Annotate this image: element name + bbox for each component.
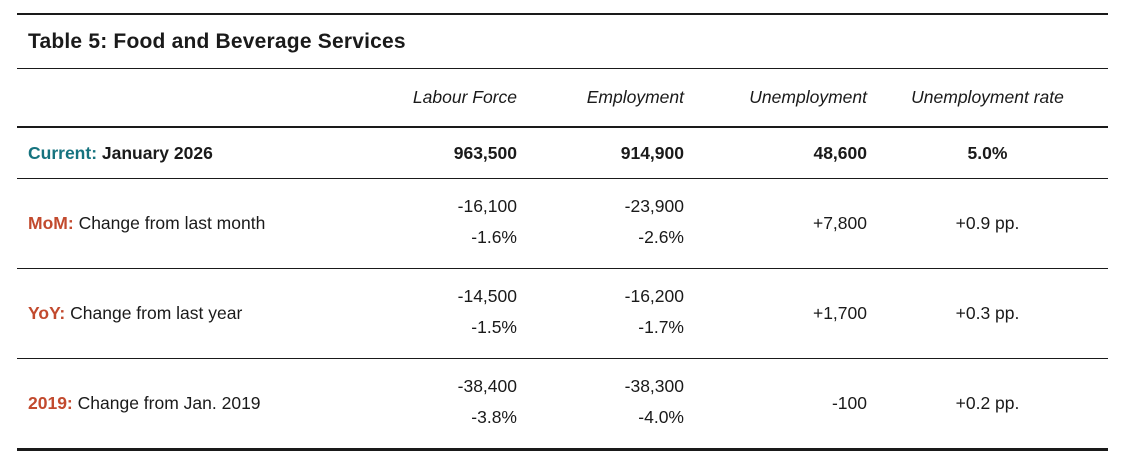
vs2019-labour-force-pct: -3.8%: [471, 407, 517, 427]
mom-unemployment-rate-value: +0.9 pp.: [955, 213, 1020, 233]
current-row: Current: January 2026 963,500 914,900 48…: [17, 127, 1108, 179]
report-page: Table 5: Food and Beverage Services Labo…: [17, 13, 1108, 451]
vs2019-employment-cell: -38,300 -4.0%: [517, 359, 684, 449]
vs2019-row: 2019: Change from Jan. 2019 -38,400 -3.8…: [17, 358, 1108, 449]
current-employment-value: 914,900: [620, 142, 684, 163]
current-unemployment-rate-value: 5.0%: [967, 142, 1008, 163]
mom-labour-force-pct: -1.6%: [471, 227, 517, 247]
table-title: Table 5: Food and Beverage Services: [17, 15, 1108, 69]
mom-unemployment-value: +7,800: [812, 213, 867, 233]
yoy-row: YoY: Change from last year -14,500 -1.5%…: [17, 268, 1108, 359]
mom-labour-force-abs: -16,100: [457, 196, 517, 216]
header-row: Labour Force Employment Unemployment Une…: [17, 69, 1108, 127]
mom-label: MoM: Change from last month: [17, 179, 347, 269]
yoy-unemployment-value: +1,700: [812, 303, 867, 323]
current-label: Current: January 2026: [17, 127, 347, 179]
yoy-description: Change from last year: [70, 303, 243, 323]
mom-prefix: MoM:: [28, 213, 74, 233]
food-beverage-table: Labour Force Employment Unemployment Une…: [17, 69, 1108, 448]
mom-employment-abs: -23,900: [624, 196, 684, 216]
current-unemployment-value: 48,600: [813, 142, 867, 163]
yoy-labour-force-abs: -14,500: [457, 286, 517, 306]
current-prefix: Current:: [28, 142, 98, 163]
yoy-labour-force-pct: -1.5%: [471, 317, 517, 337]
vs2019-unemployment-rate-value: +0.2 pp.: [955, 393, 1020, 413]
mom-description: Change from last month: [78, 213, 266, 233]
mom-labour-force-cell: -16,100 -1.6%: [347, 179, 517, 269]
mom-employment-pct: -2.6%: [638, 227, 684, 247]
mom-employment-cell: -23,900 -2.6%: [517, 179, 684, 269]
yoy-employment-abs: -16,200: [624, 286, 684, 306]
vs2019-employment-abs: -38,300: [624, 376, 684, 396]
vs2019-employment-pct: -4.0%: [638, 407, 684, 427]
current-labour-force-value: 963,500: [453, 142, 517, 163]
col-header-labour-force: Labour Force: [412, 87, 517, 107]
yoy-labour-force-cell: -14,500 -1.5%: [347, 269, 517, 359]
yoy-prefix: YoY:: [28, 303, 66, 323]
vs2019-label: 2019: Change from Jan. 2019: [17, 359, 347, 449]
stats-table: Table 5: Food and Beverage Services Labo…: [17, 13, 1108, 451]
vs2019-description: Change from Jan. 2019: [77, 393, 261, 413]
current-period: January 2026: [101, 142, 213, 163]
vs2019-unemployment-value: -100: [831, 393, 867, 413]
col-header-unemployment-rate: Unemployment rate: [911, 87, 1064, 107]
yoy-unemployment-rate-value: +0.3 pp.: [955, 303, 1020, 323]
vs2019-labour-force-cell: -38,400 -3.8%: [347, 359, 517, 449]
col-header-unemployment: Unemployment: [749, 87, 867, 107]
vs2019-prefix: 2019:: [28, 393, 73, 413]
mom-row: MoM: Change from last month -16,100 -1.6…: [17, 178, 1108, 269]
yoy-employment-cell: -16,200 -1.7%: [517, 269, 684, 359]
vs2019-labour-force-abs: -38,400: [457, 376, 517, 396]
col-header-employment: Employment: [586, 87, 684, 107]
header-empty: [17, 69, 347, 127]
yoy-employment-pct: -1.7%: [638, 317, 684, 337]
yoy-label: YoY: Change from last year: [17, 269, 347, 359]
